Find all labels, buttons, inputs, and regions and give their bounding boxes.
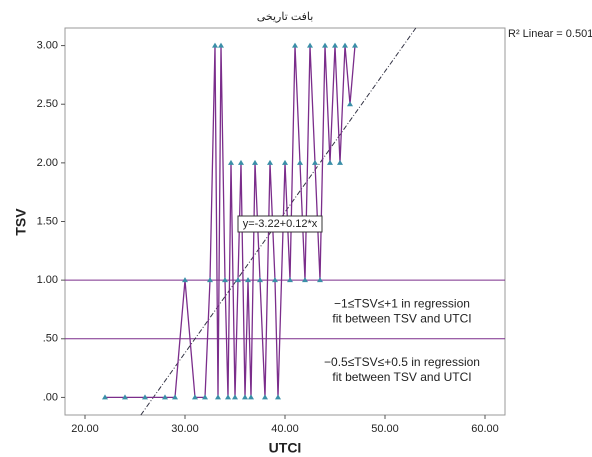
- data-point: [238, 159, 244, 165]
- data-point: [257, 277, 263, 283]
- x-tick-label: 50.00: [371, 423, 399, 435]
- data-point: [347, 101, 353, 107]
- data-point: [352, 42, 358, 48]
- y-axis-title: TSV: [13, 208, 29, 236]
- data-point: [267, 159, 273, 165]
- data-point: [332, 42, 338, 48]
- data-point: [272, 277, 278, 283]
- chart-title: بافت تاريخی: [257, 11, 314, 23]
- data-point: [207, 277, 213, 283]
- data-point: [342, 42, 348, 48]
- data-point: [302, 277, 308, 283]
- y-tick-label: 3.00: [37, 39, 58, 51]
- data-point: [275, 394, 281, 400]
- y-tick-label: .00: [43, 391, 58, 403]
- data-point: [242, 394, 248, 400]
- data-point: [292, 42, 298, 48]
- reference-label: fit between TSV and UTCI: [332, 311, 471, 325]
- data-point: [262, 394, 268, 400]
- y-tick-label: 1.00: [37, 274, 58, 286]
- data-point: [202, 394, 208, 400]
- reference-label: −0.5≤TSV≤+0.5 in regression: [324, 355, 480, 369]
- data-point: [248, 394, 254, 400]
- data-point: [307, 42, 313, 48]
- y-tick-label: 1.50: [37, 215, 58, 227]
- x-tick-label: 30.00: [171, 423, 199, 435]
- y-tick-label: 2.00: [37, 157, 58, 169]
- x-tick-label: 20.00: [71, 423, 99, 435]
- data-point: [322, 42, 328, 48]
- data-point: [282, 159, 288, 165]
- data-point: [232, 394, 238, 400]
- data-point: [212, 42, 218, 48]
- data-point: [228, 159, 234, 165]
- x-tick-label: 40.00: [271, 423, 299, 435]
- data-point: [327, 159, 333, 165]
- r2-label: R² Linear = 0.501: [508, 28, 592, 40]
- data-point: [102, 394, 108, 400]
- data-point: [162, 394, 168, 400]
- data-point: [192, 394, 198, 400]
- y-tick-label: .50: [43, 333, 58, 345]
- data-point: [172, 394, 178, 400]
- data-point: [218, 42, 224, 48]
- data-point: [122, 394, 128, 400]
- data-point: [287, 277, 293, 283]
- data-point: [252, 159, 258, 165]
- reference-label: fit between TSV and UTCI: [332, 370, 471, 384]
- data-point: [222, 277, 228, 283]
- data-point: [235, 277, 241, 283]
- data-point: [297, 159, 303, 165]
- data-point: [245, 277, 251, 283]
- fit-label-box: [237, 215, 323, 233]
- data-point: [182, 277, 188, 283]
- data-point: [337, 159, 343, 165]
- y-tick-label: 2.50: [37, 98, 58, 110]
- data-point: [317, 277, 323, 283]
- reference-label: −1≤TSV≤+1 in regression: [334, 296, 470, 310]
- x-axis-title: UTCI: [269, 440, 302, 456]
- data-point: [225, 394, 231, 400]
- data-point: [312, 159, 318, 165]
- data-point: [215, 394, 221, 400]
- fit-label: y=-3.22+0.12*x: [243, 218, 318, 230]
- x-tick-label: 60.00: [471, 423, 499, 435]
- data-point: [142, 394, 148, 400]
